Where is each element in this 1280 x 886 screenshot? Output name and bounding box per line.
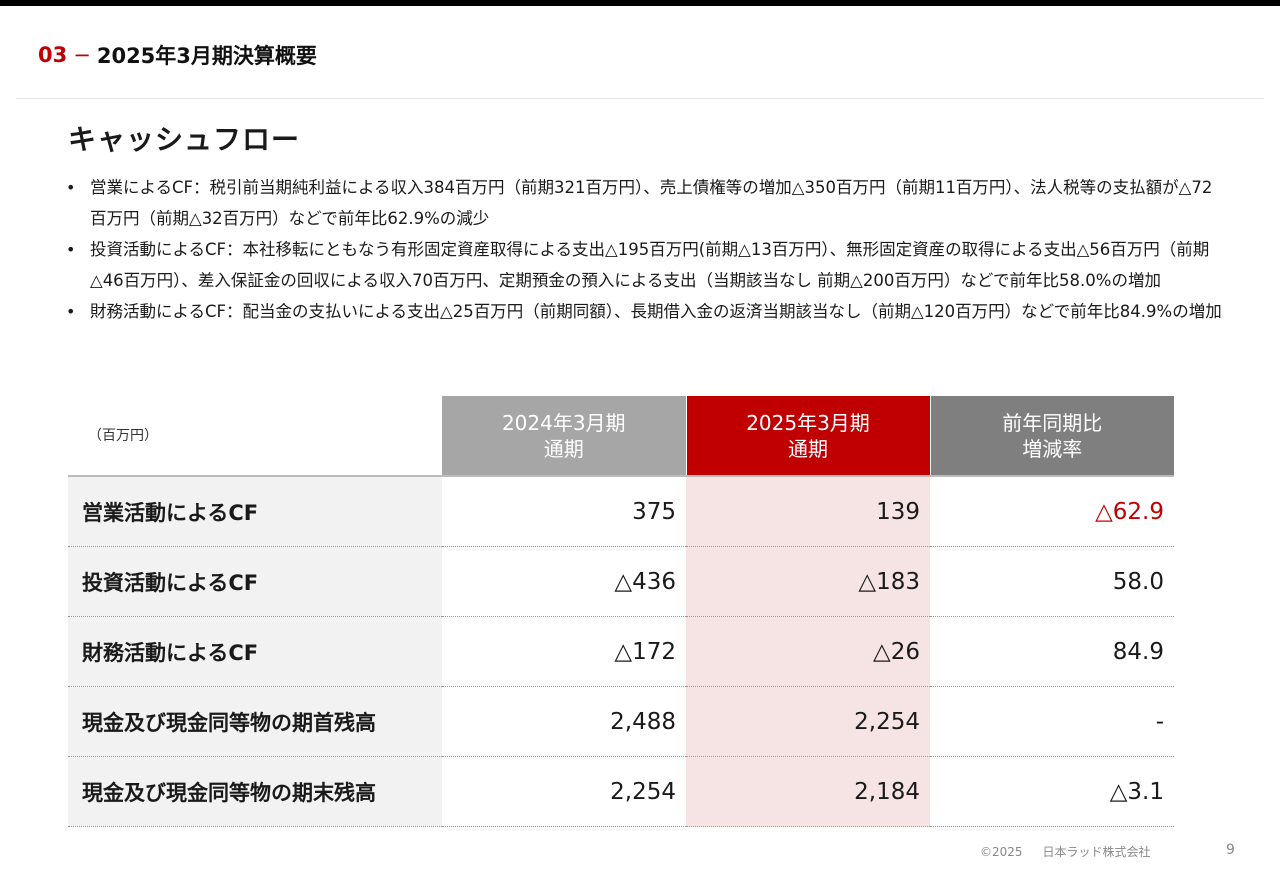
header-fy2025-line2: 通期 [788,436,828,461]
bullet-investing-cf: 投資活動によるCF：本社移転にともなう有形固定資産取得による支出△195百万円(… [64,234,1224,296]
top-bar [0,0,1280,6]
header-divider [16,98,1264,99]
cell-yoy: △3.1 [930,756,1174,827]
table-row: 現金及び現金同等物の期末残高 2,254 2,184 △3.1 [68,756,1174,827]
header-fy2025-line1: 2025年3月期 [746,410,870,435]
header-fy2025: 2025年3月期 通期 [686,396,931,477]
company-name: 日本ラッド株式会社 [1042,845,1151,859]
cell-fy2024: △172 [442,616,686,687]
header-fy2024: 2024年3月期 通期 [442,396,687,477]
header-yoy: 前年同期比 増減率 [930,396,1174,477]
header-yoy-line1: 前年同期比 [1002,410,1103,435]
cell-fy2024: 2,254 [442,756,686,827]
header-fy2024-line1: 2024年3月期 [501,410,626,435]
copyright-year: ©2025 [980,845,1023,859]
cell-fy2024: 375 [442,476,686,547]
bullet-list: 営業によるCF：税引前当期純利益による収入384百万円（前期321百万円）、売上… [64,172,1224,327]
table-header-row: （百万円） 2024年3月期 通期 2025年3月期 通期 前年同期比 増減率 [68,396,1174,477]
row-label: 財務活動によるCF [68,616,442,687]
cell-yoy: 84.9 [930,616,1174,687]
footer-copyright: ©2025 日本ラッド株式会社 [980,843,1151,860]
cell-fy2025: △183 [686,546,930,617]
cell-fy2025: 2,184 [686,756,930,827]
page-title: キャッシュフロー [68,123,301,156]
section-header: 03 − 2025年3月期決算概要 [38,40,317,70]
page-number: 9 [1226,842,1235,858]
table-row: 現金及び現金同等物の期首残高 2,488 2,254 - [68,686,1174,757]
bullet-operating-cf: 営業によるCF：税引前当期純利益による収入384百万円（前期321百万円）、売上… [64,172,1224,234]
cell-yoy: 58.0 [930,546,1174,617]
section-title: 2025年3月期決算概要 [96,44,317,68]
cell-yoy: - [930,686,1174,757]
bullet-financing-cf: 財務活動によるCF：配当金の支払いによる支出△25百万円（前期同額）、長期借入金… [64,296,1224,327]
header-fy2024-line2: 通期 [543,436,584,461]
row-label: 現金及び現金同等物の期末残高 [68,756,442,827]
cell-fy2025: △26 [686,616,930,687]
row-label: 現金及び現金同等物の期首残高 [68,686,442,757]
table-row: 営業活動によるCF 375 139 △62.9 [68,476,1174,547]
section-dash: − [73,43,91,67]
cell-fy2025: 139 [686,476,930,547]
row-label: 営業活動によるCF [68,476,442,547]
section-number: 03 [38,43,68,67]
cell-fy2024: △436 [442,546,686,617]
row-label: 投資活動によるCF [68,546,442,617]
cell-fy2024: 2,488 [442,686,686,757]
cell-yoy: △62.9 [930,476,1174,547]
unit-label: （百万円） [68,396,442,477]
table-row: 投資活動によるCF △436 △183 58.0 [68,546,1174,617]
cashflow-table: （百万円） 2024年3月期 通期 2025年3月期 通期 前年同期比 増減率 … [68,396,1174,827]
cell-fy2025: 2,254 [686,686,930,757]
table-row: 財務活動によるCF △172 △26 84.9 [68,616,1174,687]
header-yoy-line2: 増減率 [1022,436,1083,461]
